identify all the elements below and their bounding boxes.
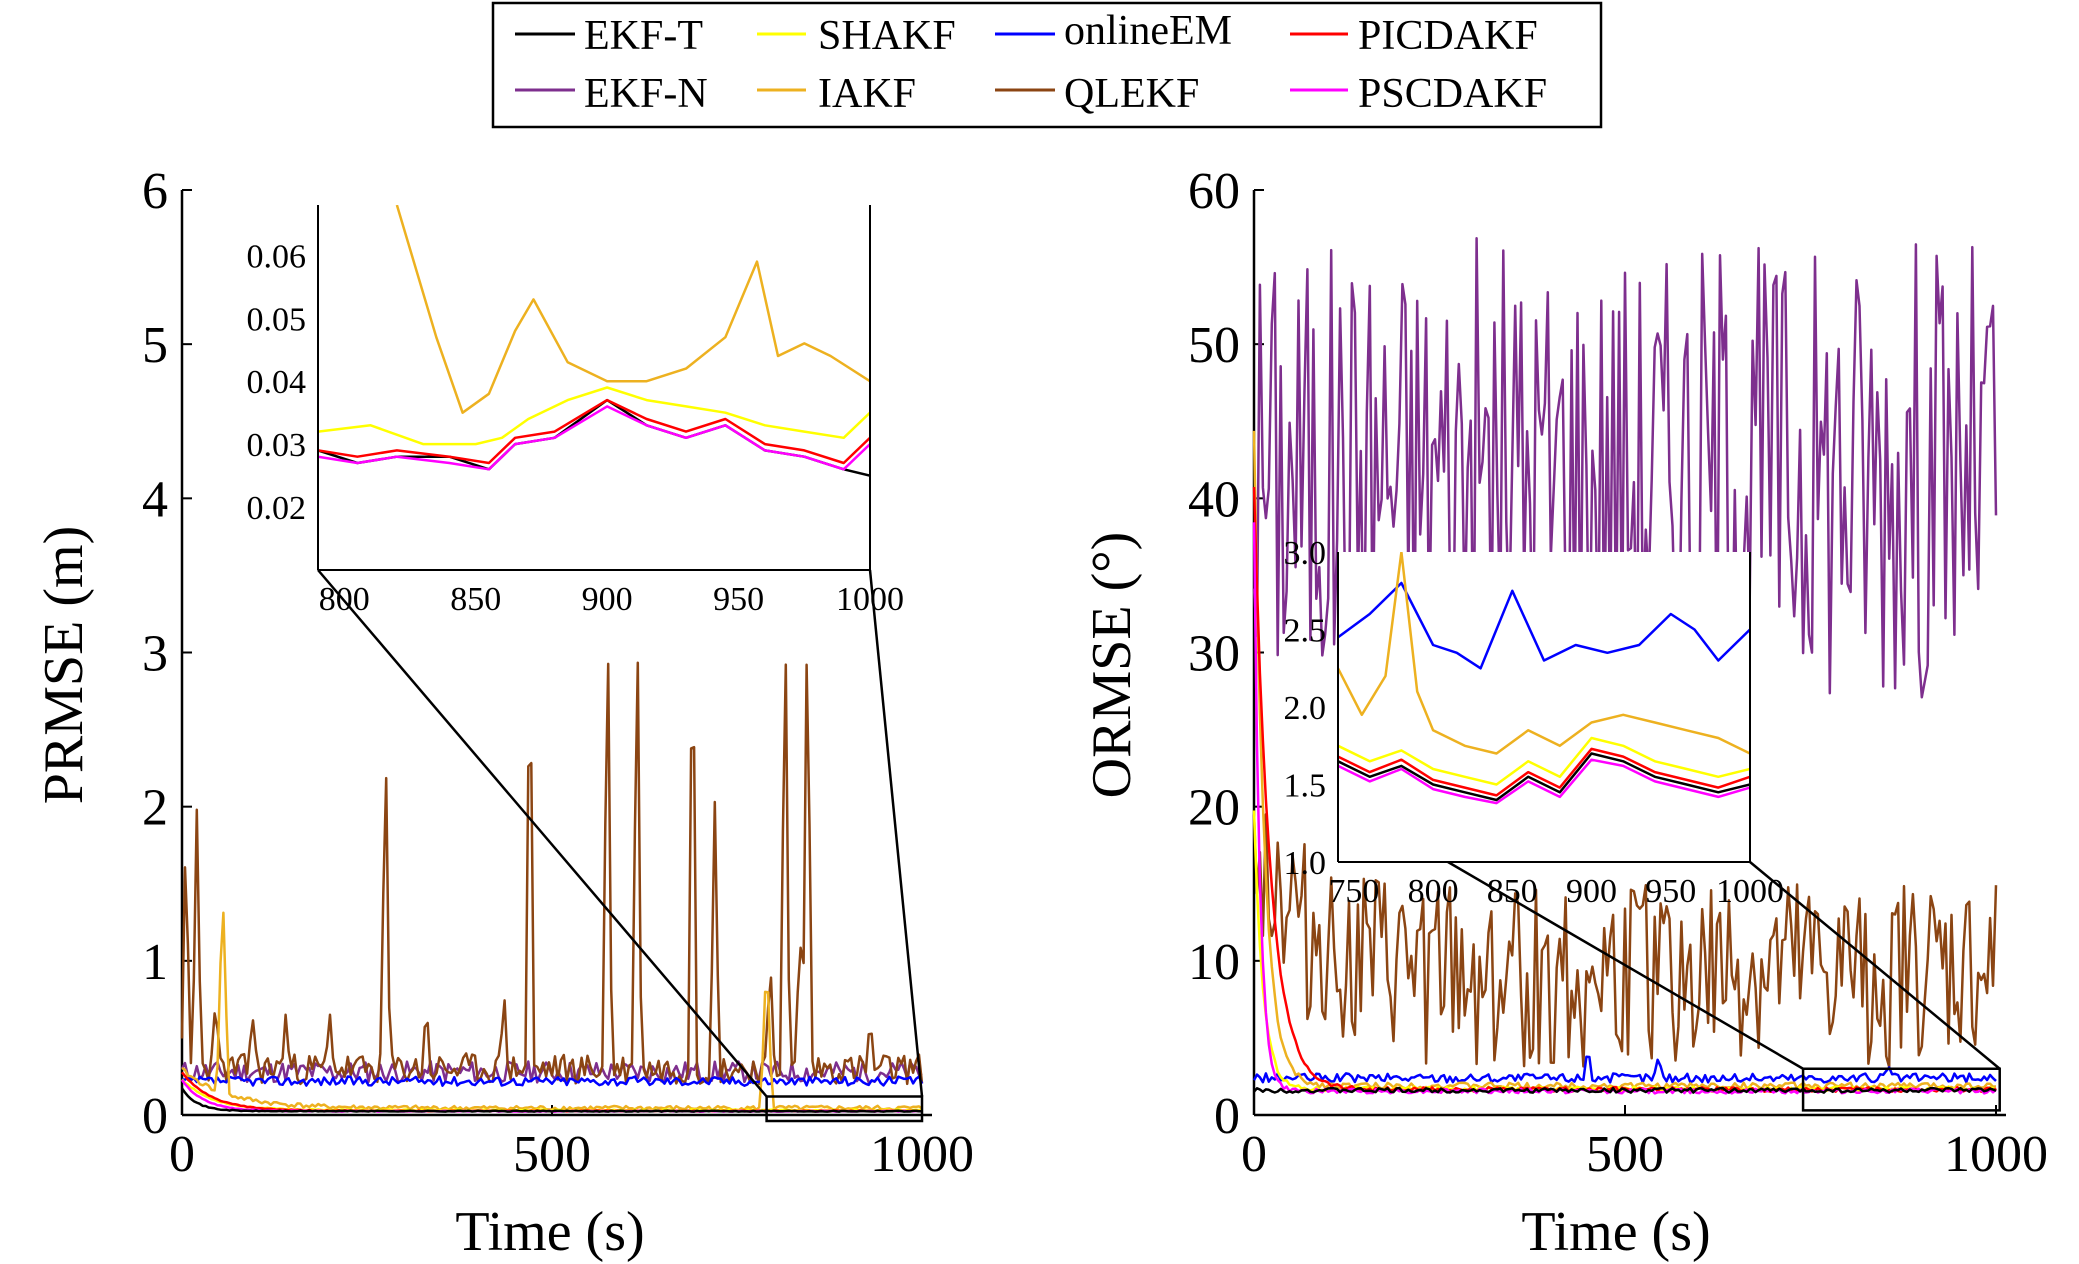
inset-x-tick-label: 850 [1487,873,1538,910]
inset-background [1338,552,1750,862]
legend-label: EKF-N [584,71,708,117]
zoom-connector [868,569,924,1097]
legend-label: IAKF [818,71,916,117]
ormse-plot-area: 0 10 20 30 40 50 60 0 500 1000 1.0 1.5 2.0 2.5 3.0 750 8… [1188,163,2048,1183]
series-line-pscdakf [318,405,870,471]
legend-label: QLEKF [1064,71,1199,117]
inset-y-tick-label: 3.0 [1284,535,1327,572]
x-tick-label: 0 [169,1126,195,1183]
series-line-picdakf [1338,747,1750,797]
inset-y-tick-label: 2.0 [1284,690,1327,727]
y-tick-label: 60 [1188,163,1240,220]
prmse-plot-area: 0 1 2 3 4 5 6 0 500 1000 0.02 0.03 0.04 0.05 0.06 800 85… [142,163,974,1183]
ormse-panel: ORMSE (°) Time (s) 0 10 20 30 40 50 60 0 500 1000… [1081,163,2048,1263]
series-line-iakf [1338,552,1750,755]
series-line-onlineem [181,1075,924,1087]
series-line-pscdakf [1338,758,1750,805]
zoom-connector [1749,861,2001,1070]
y-tick-label: 20 [1188,780,1240,837]
series-line-iakf [395,205,870,414]
legend-label: EKF-T [584,13,703,59]
inset-background [318,205,870,570]
series-line-ekf-t [180,1087,923,1113]
inset-series [318,205,870,477]
y-tick-label: 40 [1188,471,1240,528]
inset-y-tick-label: 0.06 [247,238,307,275]
inset-x-tick-label: 900 [582,581,633,618]
inset-x-tick-label: 850 [450,581,501,618]
inset-x-tick-label: 950 [1645,873,1696,910]
inset-x-tick-label: 900 [1566,873,1617,910]
legend-entry-qlekf: QLEKF [995,71,1199,117]
inset-series [1338,552,1750,805]
x-tick-label: 500 [513,1126,591,1183]
series-line-shakf [318,386,870,446]
series-line-ekf-t [1338,752,1750,802]
y-axis-label: ORMSE (°) [1081,532,1143,799]
y-tick-label: 1 [142,934,168,991]
legend-entry-shakf: SHAKF [757,13,956,59]
inset-x-tick-label: 750 [1328,873,1379,910]
legend-label: PICDAKF [1358,13,1538,59]
x-tick-label: 0 [1241,1126,1267,1183]
inset-y-tick-label: 1.5 [1284,768,1327,805]
inset-x-tick-label: 800 [319,581,370,618]
x-axis-label: Time (s) [1521,1201,1710,1263]
y-tick-label: 0 [1214,1088,1240,1145]
inset-x-tick-label: 800 [1408,873,1459,910]
inset-y-tick-label: 0.04 [247,364,307,401]
legend-entry-ekf-t: EKF-T [515,13,703,59]
inset-x-tick-label: 1000 [836,581,904,618]
series-line-qlekf [1252,813,1998,1069]
inset-y-tick-label: 2.5 [1284,613,1327,650]
legend: EKF-T SHAKF onlineEM PICDAKF EKF-N IAKF … [491,1,1603,129]
inset-y-tick-label: 0.02 [247,490,307,527]
x-axis-label: Time (s) [455,1201,644,1263]
y-tick-label: 0 [142,1088,168,1145]
x-tick-label: 1000 [1944,1126,2048,1183]
legend-label: onlineEM [1064,8,1232,54]
y-tick-label: 2 [142,780,168,837]
series-line-picdakf [318,398,870,465]
x-tick-label: 1000 [870,1126,974,1183]
inset-y-tick-label: 1.0 [1284,845,1327,882]
series-line-shakf [1338,736,1750,786]
x-tick-label: 500 [1586,1126,1664,1183]
series-line-onlineem [1338,581,1750,670]
inset-y-tick-label: 0.05 [247,301,307,338]
legend-entry-ekf-n: EKF-N [515,71,708,117]
inset-x-tick-label: 950 [713,581,764,618]
zoom-region-box [765,1095,924,1123]
zoom-connector [317,569,768,1098]
legend-entry-onlineem: onlineEM [995,8,1232,54]
legend-label: PSCDAKF [1358,71,1547,117]
y-axis-label: PRMSE (m) [33,526,95,805]
y-tick-label: 6 [142,163,168,220]
zoom-region-box [1801,1067,2001,1112]
inset-x-tick-label: 1000 [1716,873,1784,910]
y-tick-label: 3 [142,626,168,683]
y-tick-label: 30 [1188,626,1240,683]
y-tick-label: 4 [142,471,168,528]
legend-label: SHAKF [818,13,956,59]
legend-entry-pscdakf: PSCDAKF [1290,71,1547,117]
series-line-onlineem [1252,1055,1997,1084]
legend-entry-picdakf: PICDAKF [1290,13,1538,59]
y-tick-label: 50 [1188,317,1240,374]
ormse-inset: 1.0 1.5 2.0 2.5 3.0 750 800 850 900 950 1000 [1284,535,1785,910]
series-line-ekf-n [1252,237,1998,699]
legend-entry-iakf: IAKF [757,71,916,117]
series-line-ekf-t [1253,1086,1997,1094]
legend-box [491,1,1603,129]
zoom-connector [1447,860,1804,1070]
prmse-series [180,661,924,1113]
y-tick-label: 10 [1188,934,1240,991]
ormse-series [1252,237,1998,1095]
series-line-qlekf [180,661,924,1086]
y-tick-label: 5 [142,317,168,374]
prmse-inset: 0.02 0.03 0.04 0.05 0.06 800 850 900 950 1000 [247,205,904,618]
inset-y-tick-label: 0.03 [247,427,307,464]
